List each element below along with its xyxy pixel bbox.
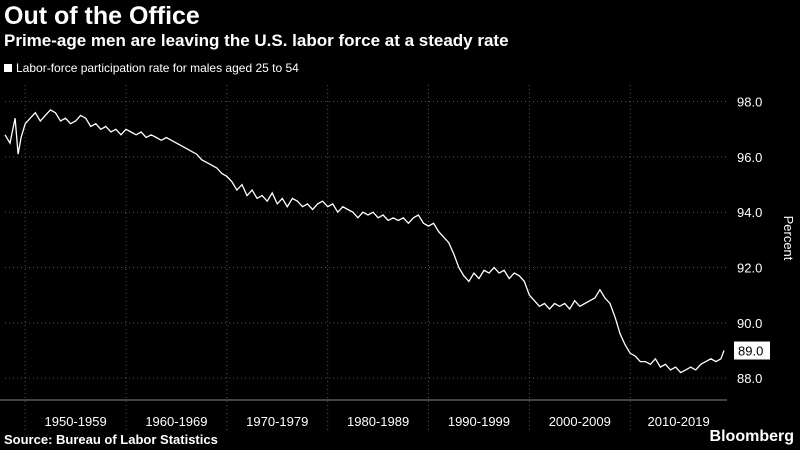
chart-title: Out of the Office — [4, 2, 200, 30]
series-line — [4, 109, 725, 374]
source-note: Source: Bureau of Labor Statistics — [4, 432, 218, 447]
y-tick-label: 94.0 — [737, 205, 762, 220]
bloomberg-logo: Bloomberg — [709, 428, 794, 445]
chart-subtitle: Prime-age men are leaving the U.S. labor… — [4, 31, 509, 50]
legend-label: Labor-force participation rate for males… — [16, 61, 299, 75]
x-tick-label: 2000-2009 — [549, 414, 611, 429]
x-tick-label: 1950-1959 — [45, 414, 107, 429]
y-tick-label: 96.0 — [737, 150, 762, 165]
y-tick-label: 88.0 — [737, 371, 762, 386]
svg-text:89.0: 89.0 — [738, 344, 763, 359]
legend-swatch — [4, 64, 12, 72]
legend: Labor-force participation rate for males… — [4, 61, 299, 75]
x-tick-label: 1980-1989 — [347, 414, 409, 429]
x-tick-label: 1990-1999 — [448, 414, 510, 429]
x-tick-label: 1970-1979 — [246, 414, 308, 429]
y-tick-label: 90.0 — [737, 316, 762, 331]
x-tick-label: 1960-1969 — [145, 414, 207, 429]
y-tick-label: 98.0 — [737, 95, 762, 110]
last-value-label: 89.0 — [734, 341, 770, 360]
y-axis-label: Percent — [781, 216, 796, 261]
x-tick-label: 2010-2019 — [648, 414, 710, 429]
y-tick-label: 92.0 — [737, 261, 762, 276]
